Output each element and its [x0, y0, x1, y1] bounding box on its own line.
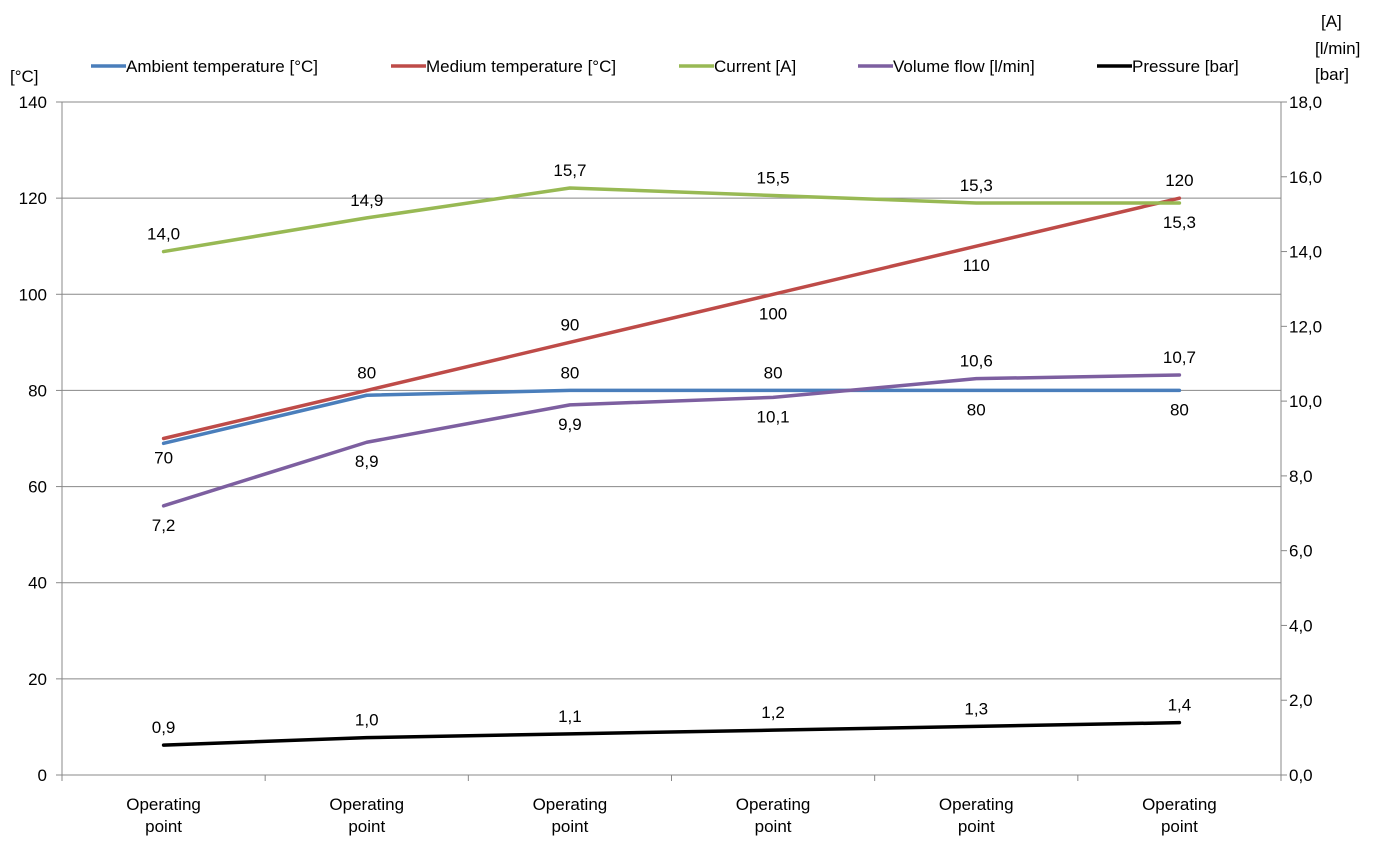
series-line	[161, 186, 1182, 254]
data-label: 110	[963, 256, 990, 275]
legend-label: Pressure [bar]	[1132, 57, 1239, 76]
data-label: 8,9	[355, 452, 379, 471]
data-label: 1,4	[1168, 696, 1192, 715]
data-label: 80	[560, 363, 579, 382]
data-label: 80	[764, 363, 783, 382]
data-label: 15,5	[757, 168, 790, 187]
data-labels: 80 80 80 80 70 80 90 100 110 120 14,0 14,9 15,7 15,5 1…	[147, 161, 1196, 737]
x-axis-ticks: Operating point Operating point Operating poi…	[126, 795, 1217, 836]
x-tick-label: Operating point	[126, 795, 201, 836]
right-tick-label: 14,0	[1289, 243, 1322, 262]
data-label: 15,3	[1163, 213, 1196, 232]
data-label: 15,3	[960, 176, 993, 195]
right-tick-label: 2,0	[1289, 691, 1313, 710]
series-line	[161, 196, 1182, 441]
legend-label: Volume flow [l/min]	[893, 57, 1035, 76]
data-label: 120	[1165, 171, 1193, 190]
data-label: 1,0	[355, 711, 379, 730]
x-tick-label: Operating point	[736, 795, 811, 836]
right-tick-label: 8,0	[1289, 467, 1313, 486]
right-tick-label: 4,0	[1289, 616, 1313, 635]
data-label: 10,7	[1163, 348, 1196, 367]
right-tick-label: 12,0	[1289, 317, 1322, 336]
x-tick-label: Operating point	[1142, 795, 1217, 836]
right-axis-ticks: 0,0 2,0 4,0 6,0 8,0 10,0 12,0 14,0 16,0 18,0	[1289, 93, 1322, 785]
left-tick-label: 80	[28, 381, 47, 400]
data-label: 10,1	[757, 407, 790, 426]
series-line	[161, 373, 1182, 508]
data-label: 80	[357, 363, 376, 382]
data-label: 100	[759, 304, 787, 323]
series-lines	[161, 186, 1182, 747]
right-tick-label: 16,0	[1289, 168, 1322, 187]
x-tick-label: Operating point	[939, 795, 1014, 836]
right-axis-unit-bar: [bar]	[1315, 65, 1349, 84]
data-label: 14,0	[147, 225, 180, 244]
series-line	[161, 720, 1182, 747]
right-tick-label: 0,0	[1289, 766, 1313, 785]
left-tick-label: 120	[19, 189, 47, 208]
x-tick-label: Operating point	[533, 795, 608, 836]
data-label: 7,2	[152, 516, 176, 535]
left-tick-label: 20	[28, 670, 47, 689]
legend-label: Medium temperature [°C]	[426, 57, 616, 76]
right-tick-label: 10,0	[1289, 392, 1322, 411]
data-label: 1,2	[761, 703, 785, 722]
data-label: 90	[560, 315, 579, 334]
left-axis-ticks: 0 20 40 60 80 100 120 140	[19, 93, 47, 785]
right-axis-unit-a: [A]	[1321, 12, 1342, 31]
left-tick-label: 60	[28, 478, 47, 497]
data-label: 80	[1170, 400, 1189, 419]
data-label: 9,9	[558, 415, 582, 434]
legend-label: Ambient temperature [°C]	[126, 57, 318, 76]
legend: Ambient temperature [°C] Medium temperatu…	[91, 57, 1239, 76]
left-tick-label: 140	[19, 93, 47, 112]
gridlines	[62, 101, 1281, 680]
legend-label: Current [A]	[714, 57, 796, 76]
axes	[56, 101, 1287, 781]
left-tick-label: 100	[19, 285, 47, 304]
series-line	[161, 388, 1182, 446]
data-label: 1,3	[964, 699, 988, 718]
right-tick-label: 6,0	[1289, 542, 1313, 561]
data-label: 0,9	[152, 718, 176, 737]
right-axis-unit-lmin: [l/min]	[1315, 39, 1360, 58]
left-tick-label: 40	[28, 574, 47, 593]
left-tick-label: 0	[38, 766, 47, 785]
data-label: 1,1	[558, 707, 582, 726]
data-label: 15,7	[553, 161, 586, 180]
data-label: 14,9	[350, 191, 383, 210]
left-axis-unit: [°C]	[10, 67, 39, 86]
data-label: 70	[154, 449, 173, 468]
right-tick-label: 18,0	[1289, 93, 1322, 112]
data-label: 80	[967, 400, 986, 419]
data-label: 10,6	[960, 352, 993, 371]
x-tick-label: Operating point	[329, 795, 404, 836]
